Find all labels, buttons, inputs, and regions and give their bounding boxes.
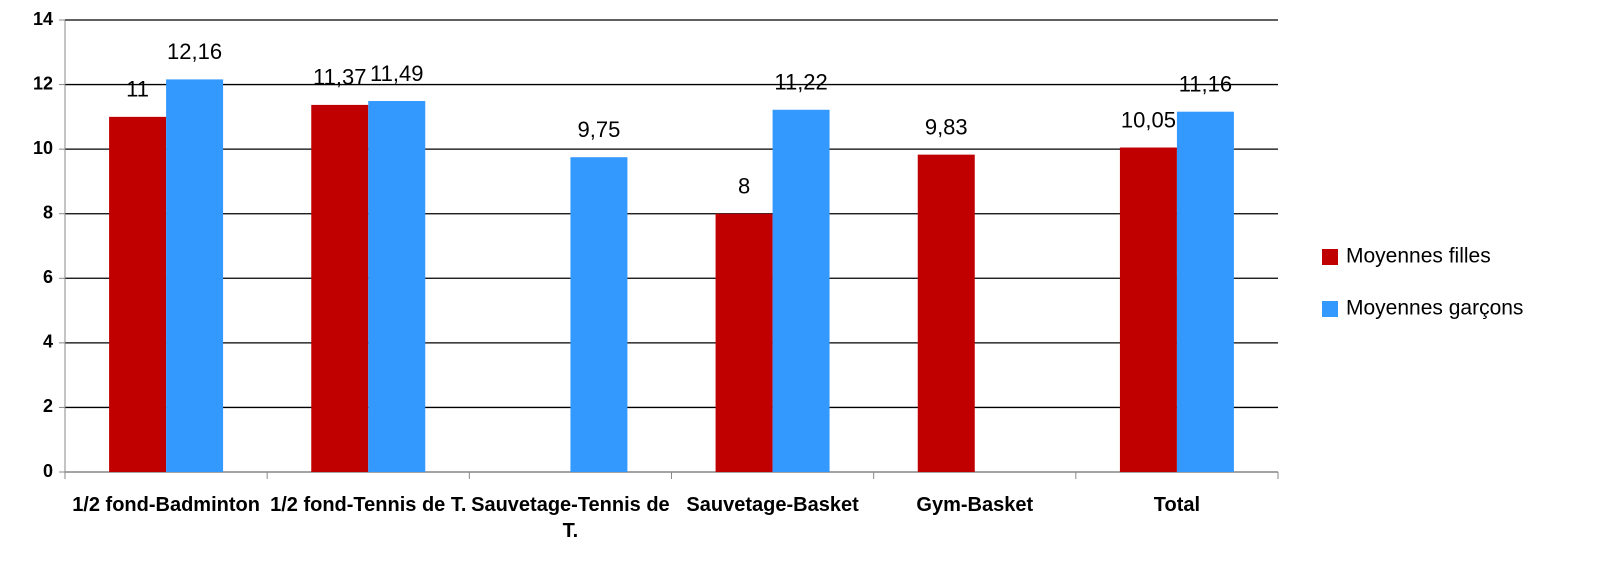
legend-label: Moyennes garçons: [1346, 297, 1523, 320]
x-tick-label: Gym-Basket: [875, 492, 1075, 518]
bar: [570, 157, 627, 472]
y-tick-label: 6: [43, 267, 53, 287]
legend-marker: [1322, 249, 1338, 265]
bar: [311, 105, 368, 472]
bar: [773, 110, 830, 472]
bar: [368, 101, 425, 472]
legend-marker: [1322, 301, 1338, 317]
bar: [1120, 148, 1177, 472]
y-tick-label: 4: [43, 332, 53, 352]
y-tick-label: 0: [43, 461, 53, 481]
bar: [1177, 112, 1234, 472]
data-label: 12,16: [167, 39, 222, 64]
y-tick-label: 10: [33, 138, 53, 158]
data-label: 9,83: [925, 114, 968, 139]
bar: [109, 117, 166, 472]
bar: [918, 155, 975, 472]
data-label: 11,16: [1179, 72, 1232, 97]
data-label: 8: [738, 174, 750, 199]
data-label: 11,22: [774, 70, 827, 95]
chart: 0 2 4 6 8 10 12 14 11 12,16 11,3711,49 9,75 8 11,22 9,…: [0, 0, 1603, 564]
x-tick-label: Total: [1077, 492, 1277, 518]
data-label: 11: [126, 77, 149, 102]
x-tick-label: Sauvetage-Tennis de T.: [470, 492, 670, 544]
y-tick-label: 2: [43, 396, 53, 416]
data-label: 11,49: [370, 61, 423, 86]
bar: [166, 79, 223, 472]
data-label: 11,37: [313, 65, 366, 90]
legend-label: Moyennes filles: [1346, 245, 1491, 268]
x-tick-label: 1/2 fond-Tennis de T.: [268, 492, 468, 518]
x-tick-label: 1/2 fond-Badminton: [66, 492, 266, 518]
bar: [716, 214, 773, 472]
y-tick-label: 12: [33, 73, 53, 93]
chart-svg: 0 2 4 6 8 10 12 14 11 12,16 11,3711,49 9,75 8 11,22 9,…: [0, 0, 1603, 564]
y-tick-label: 8: [43, 202, 53, 222]
x-tick-label: Sauvetage-Basket: [673, 492, 873, 518]
data-label: 10,05: [1121, 107, 1176, 132]
y-tick-label: 14: [33, 9, 53, 29]
data-label: 9,75: [578, 117, 621, 142]
